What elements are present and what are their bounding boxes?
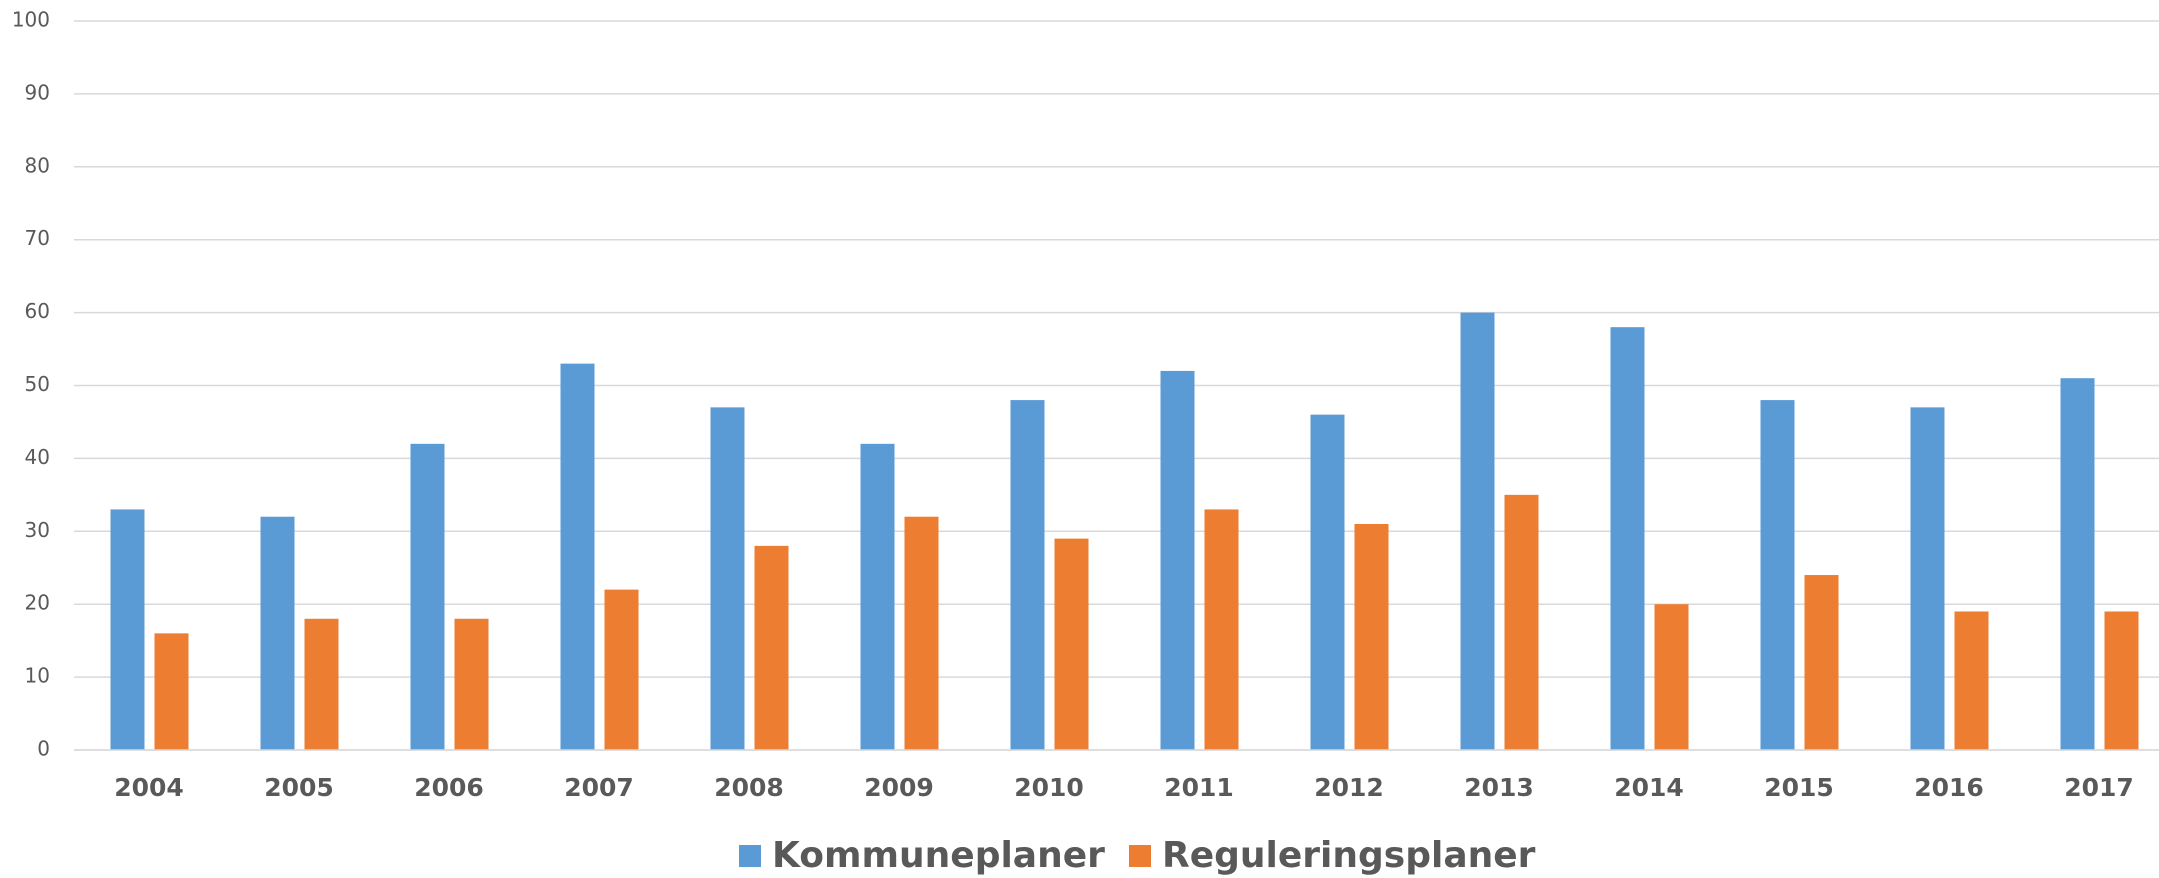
legend-swatch: [1129, 845, 1151, 867]
bar: [904, 516, 939, 750]
x-tick-label: 2014: [1614, 773, 1684, 802]
legend-label: Kommuneplaner: [772, 835, 1105, 876]
y-tick-label: 70: [25, 226, 50, 250]
bar: [1954, 611, 1989, 750]
bar: [454, 618, 489, 750]
x-tick-label: 2004: [114, 773, 184, 802]
y-tick-label: 90: [25, 80, 50, 104]
y-tick-label: 40: [25, 445, 50, 469]
bar: [1010, 400, 1045, 750]
x-tick-label: 2007: [564, 773, 634, 802]
bar: [260, 516, 295, 750]
x-tick-label: 2015: [1764, 773, 1834, 802]
x-tick-label: 2009: [864, 773, 934, 802]
bar: [1054, 538, 1089, 750]
bar: [2104, 611, 2139, 750]
bar: [1760, 400, 1795, 750]
x-tick-label: 2011: [1164, 773, 1234, 802]
bar: [560, 363, 595, 750]
bar: [710, 407, 745, 750]
y-tick-label: 30: [25, 518, 50, 542]
bar: [1160, 370, 1195, 750]
bar: [860, 443, 895, 750]
x-tick-label: 2012: [1314, 773, 1384, 802]
x-tick-label: 2006: [414, 773, 484, 802]
y-tick-label: 100: [12, 8, 50, 32]
bar: [1654, 604, 1689, 750]
bar: [154, 633, 189, 750]
x-tick-label: 2005: [264, 773, 334, 802]
bar: [1910, 407, 1945, 750]
bar: [110, 509, 145, 750]
legend-label: Reguleringsplaner: [1162, 835, 1536, 876]
bar: [754, 545, 789, 750]
bar: [410, 443, 445, 750]
y-tick-label: 50: [25, 372, 50, 396]
bar: [304, 618, 339, 750]
y-tick-label: 0: [37, 737, 50, 761]
x-tick-label: 2013: [1464, 773, 1534, 802]
y-tick-label: 60: [25, 299, 50, 323]
bar: [1354, 524, 1389, 750]
bar: [1610, 327, 1645, 750]
bar: [1504, 494, 1539, 750]
bar: [1204, 509, 1239, 750]
bar: [2060, 378, 2095, 750]
bar: [604, 589, 639, 750]
y-tick-label: 80: [25, 153, 50, 177]
legend-swatch: [739, 845, 761, 867]
y-tick-label: 10: [25, 664, 50, 688]
bar: [1804, 575, 1839, 750]
x-tick-label: 2017: [2064, 773, 2134, 802]
x-tick-label: 2010: [1014, 773, 1084, 802]
x-tick-label: 2008: [714, 773, 784, 802]
y-tick-label: 20: [25, 591, 50, 615]
bar: [1460, 312, 1495, 750]
x-tick-label: 2016: [1914, 773, 1984, 802]
bar: [1310, 414, 1345, 750]
